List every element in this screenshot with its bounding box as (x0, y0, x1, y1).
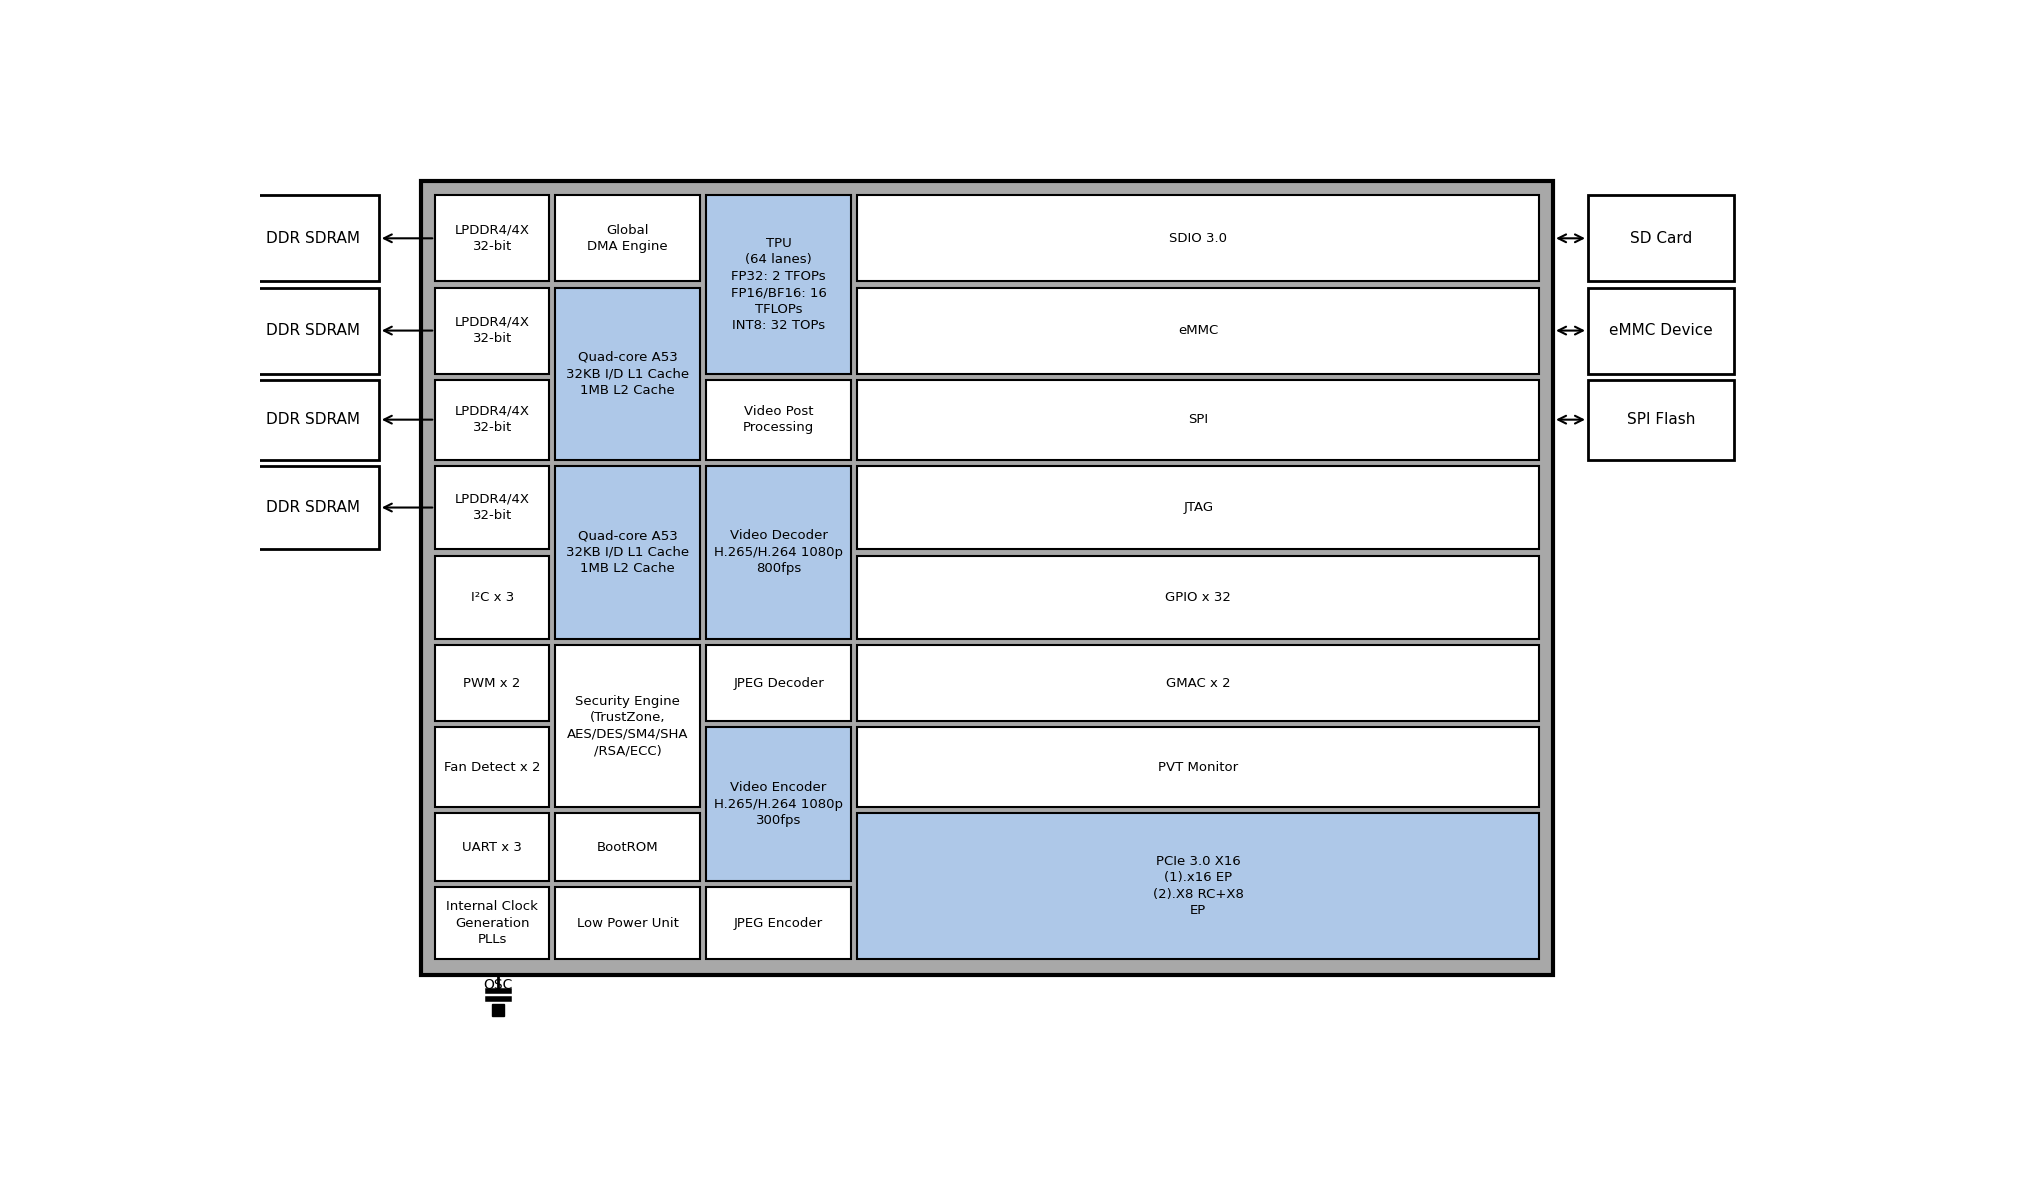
Bar (1588, 379, 1735, 459)
Text: TPU
(64 lanes)
FP32: 2 TFOPs
FP16/BF16: 16
TFLOPs
INT8: 32 TOPs: TPU (64 lanes) FP32: 2 TFOPs FP16/BF16: … (731, 237, 827, 332)
Bar (248, 379, 379, 459)
Text: JPEG Encoder: JPEG Encoder (735, 916, 823, 929)
Bar (556, 887, 700, 959)
Bar (248, 196, 379, 282)
Text: DDR SDRAM: DDR SDRAM (267, 231, 360, 246)
Text: GMAC x 2: GMAC x 2 (1167, 677, 1230, 690)
Text: Quad-core A53
32KB I/D L1 Cache
1MB L2 Cache: Quad-core A53 32KB I/D L1 Cache 1MB L2 C… (566, 529, 690, 576)
Bar (556, 465, 700, 640)
Text: LPDDR4/4X
32-bit: LPDDR4/4X 32-bit (454, 492, 529, 522)
Text: DDR SDRAM: DDR SDRAM (267, 323, 360, 338)
Text: Low Power Unit: Low Power Unit (576, 916, 678, 929)
Bar (706, 727, 851, 881)
Bar (436, 813, 550, 881)
Text: LPDDR4/4X
32-bit: LPDDR4/4X 32-bit (454, 224, 529, 253)
Bar (436, 646, 550, 721)
Bar (706, 465, 851, 640)
Text: PWM x 2: PWM x 2 (464, 677, 521, 690)
Text: Video Post
Processing: Video Post Processing (743, 405, 814, 435)
Text: OSC: OSC (485, 979, 513, 992)
Text: JTAG: JTAG (1183, 501, 1213, 514)
Bar (857, 556, 1539, 640)
Text: Fan Detect x 2: Fan Detect x 2 (444, 761, 540, 774)
Bar (436, 379, 550, 459)
Bar (857, 646, 1539, 721)
Bar (248, 287, 379, 373)
Text: eMMC Device: eMMC Device (1608, 323, 1712, 338)
Text: SD Card: SD Card (1631, 231, 1692, 246)
Text: eMMC: eMMC (1179, 324, 1218, 337)
Bar (556, 646, 700, 807)
Bar (857, 379, 1539, 459)
Text: DDR SDRAM: DDR SDRAM (267, 499, 360, 515)
Bar (857, 727, 1539, 807)
Text: LPDDR4/4X
32-bit: LPDDR4/4X 32-bit (454, 316, 529, 345)
Text: Global
DMA Engine: Global DMA Engine (586, 224, 668, 253)
Bar (436, 196, 550, 282)
Bar (436, 727, 550, 807)
Text: UART x 3: UART x 3 (462, 841, 521, 854)
Bar (706, 379, 851, 459)
Bar (436, 287, 550, 373)
Bar (706, 196, 851, 373)
Bar (556, 196, 700, 282)
Bar (556, 813, 700, 881)
Text: Security Engine
(TrustZone,
AES/DES/SM4/SHA
/RSA/ECC): Security Engine (TrustZone, AES/DES/SM4/… (566, 695, 688, 757)
Text: Video Encoder
H.265/H.264 1080p
300fps: Video Encoder H.265/H.264 1080p 300fps (715, 781, 843, 827)
Text: DDR SDRAM: DDR SDRAM (267, 412, 360, 428)
Text: SPI: SPI (1189, 413, 1207, 426)
Text: PCIe 3.0 X16
(1).x16 EP
(2).X8 RC+X8
EP: PCIe 3.0 X16 (1).x16 EP (2).X8 RC+X8 EP (1152, 855, 1244, 918)
Bar (421, 181, 1553, 974)
Text: SPI Flash: SPI Flash (1627, 412, 1696, 428)
Bar (1588, 196, 1735, 282)
Bar (857, 196, 1539, 282)
Text: Quad-core A53
32KB I/D L1 Cache
1MB L2 Cache: Quad-core A53 32KB I/D L1 Cache 1MB L2 C… (566, 351, 690, 397)
Bar (436, 465, 550, 549)
Text: PVT Monitor: PVT Monitor (1158, 761, 1238, 774)
Bar (857, 465, 1539, 549)
Bar (436, 887, 550, 959)
Text: BootROM: BootROM (597, 841, 658, 854)
Bar (1588, 287, 1735, 373)
Text: Video Decoder
H.265/H.264 1080p
800fps: Video Decoder H.265/H.264 1080p 800fps (715, 529, 843, 576)
Bar (857, 287, 1539, 373)
Bar (706, 646, 851, 721)
Text: LPDDR4/4X
32-bit: LPDDR4/4X 32-bit (454, 405, 529, 435)
Text: GPIO x 32: GPIO x 32 (1165, 591, 1232, 604)
Bar (248, 465, 379, 549)
Bar (436, 556, 550, 640)
Bar (706, 887, 851, 959)
Bar (556, 287, 700, 459)
Text: JPEG Decoder: JPEG Decoder (733, 677, 825, 690)
Text: SDIO 3.0: SDIO 3.0 (1169, 232, 1228, 245)
Bar (857, 813, 1539, 959)
Text: Internal Clock
Generation
PLLs: Internal Clock Generation PLLs (446, 900, 538, 946)
Text: I²C x 3: I²C x 3 (470, 591, 513, 604)
Bar (493, 1004, 505, 1017)
